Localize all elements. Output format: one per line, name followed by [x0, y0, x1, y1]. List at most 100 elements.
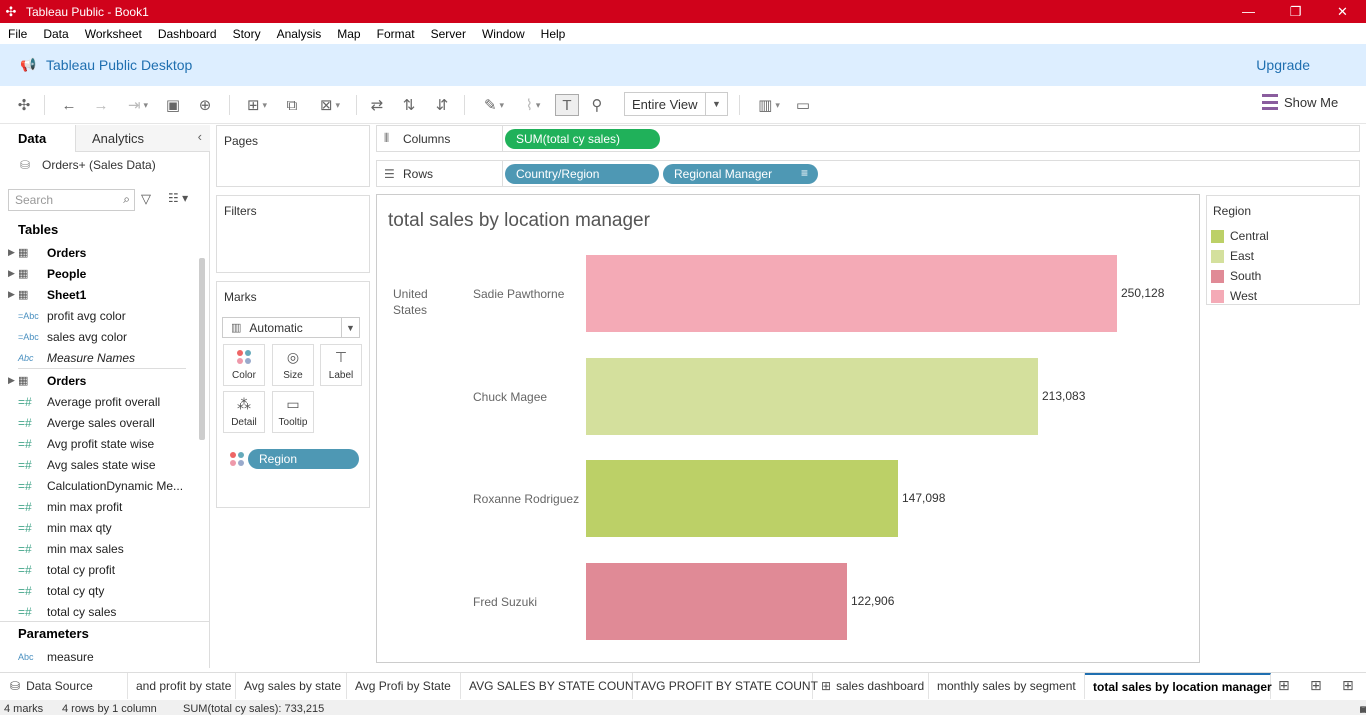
filters-card[interactable]: Filters: [216, 195, 370, 273]
field-measure[interactable]: =# CalculationDynamic Me...: [18, 475, 183, 496]
presentation-mode-icon[interactable]: ▭: [795, 97, 811, 114]
table-orders[interactable]: ▶ ▦ Orders: [8, 242, 86, 263]
save-icon[interactable]: ▣: [165, 97, 181, 114]
menu-data[interactable]: Data: [43, 26, 69, 41]
tableau-home-icon[interactable]: ✣: [17, 97, 31, 114]
sheet-tab[interactable]: and profit by state: [128, 673, 236, 699]
field-measure[interactable]: =# min max sales: [18, 538, 124, 559]
menu-server[interactable]: Server: [430, 26, 466, 41]
menu-help[interactable]: Help: [540, 26, 566, 41]
datasource-item[interactable]: ⛁ Orders+ (Sales Data): [20, 158, 156, 172]
label-button[interactable]: ⊤ Label: [320, 344, 362, 386]
legend-item-west[interactable]: West: [1211, 288, 1257, 304]
field-measure[interactable]: =# total cy sales: [18, 601, 116, 622]
first-page-icon[interactable]: ⏮: [1360, 704, 1366, 714]
fix-axes-icon[interactable]: ⚲: [591, 97, 603, 114]
search-input[interactable]: Search ⌕: [8, 189, 135, 211]
new-datasource-icon[interactable]: ⊕: [198, 97, 212, 114]
next-page-icon[interactable]: ▶: [1360, 704, 1366, 714]
worksheet-view[interactable]: total sales by location manager United S…: [376, 194, 1200, 663]
legend-item-south[interactable]: South: [1211, 268, 1261, 284]
swap-rows-columns-icon[interactable]: ⇄: [370, 97, 384, 114]
menu-window[interactable]: Window: [481, 26, 525, 41]
field-measure[interactable]: =# Avg sales state wise: [18, 454, 156, 475]
table-orders-measures[interactable]: ▶ ▦ Orders: [8, 370, 86, 391]
field-measure-names[interactable]: Abc Measure Names: [18, 347, 135, 368]
menu-map[interactable]: Map: [337, 26, 361, 41]
fit-dropdown[interactable]: Entire View ▼: [624, 92, 728, 116]
sheet-tab[interactable]: AVG SALES BY STATE COUNT: [461, 673, 641, 699]
field-sales-avg-color[interactable]: =Abc sales avg color: [18, 326, 127, 347]
rows-pill-country-region[interactable]: Country/Region: [505, 164, 659, 184]
chevron-down-icon[interactable]: ▼: [705, 93, 727, 115]
new-story-icon[interactable]: ⊞: [1342, 677, 1354, 693]
show-hide-cards-icon[interactable]: ▥: [751, 94, 787, 116]
sheet-tab[interactable]: monthly sales by segment: [929, 673, 1085, 699]
collapse-pane-icon[interactable]: ‹: [197, 129, 202, 144]
sheet-tab-active[interactable]: total sales by location manager: [1085, 673, 1272, 699]
new-worksheet-icon[interactable]: ⊞: [239, 94, 275, 116]
legend-item-central[interactable]: Central: [1211, 228, 1269, 244]
tooltip-button[interactable]: ▭ Tooltip: [272, 391, 314, 433]
legend-item-east[interactable]: East: [1211, 248, 1254, 264]
tab-data[interactable]: Data: [0, 125, 75, 152]
show-mark-labels-icon[interactable]: T: [555, 94, 579, 116]
rows-shelf[interactable]: ☰ Rows Country/Region Regional Manager ≡: [376, 160, 1360, 187]
menu-format[interactable]: Format: [376, 26, 415, 41]
menu-dashboard[interactable]: Dashboard: [157, 26, 217, 41]
clear-sheet-icon[interactable]: ⊠: [312, 94, 348, 116]
table-people[interactable]: ▶ ▦ People: [8, 263, 86, 284]
parameter-measure[interactable]: Abc measure: [18, 646, 94, 667]
close-button[interactable]: ✕: [1337, 3, 1348, 19]
rows-pill-regional-manager[interactable]: Regional Manager ≡: [663, 164, 818, 184]
restore-button[interactable]: ❐: [1289, 3, 1302, 19]
sheet-tab[interactable]: Avg sales by state: [236, 673, 347, 699]
expand-icon[interactable]: ▶: [8, 375, 15, 385]
sort-ascending-icon[interactable]: ⇅: [402, 97, 416, 114]
menu-analysis[interactable]: Analysis: [276, 26, 322, 41]
table-sheet1[interactable]: ▶ ▦ Sheet1: [8, 284, 86, 305]
tab-analytics[interactable]: Analytics ‹: [75, 125, 210, 152]
region-color-pill[interactable]: Region: [248, 449, 359, 469]
new-worksheet-icon[interactable]: ⊞: [1278, 677, 1290, 693]
sheet-tab[interactable]: AVG PROFIT BY STATE COUNT: [633, 673, 818, 699]
chevron-down-icon[interactable]: ▼: [341, 318, 359, 337]
scrollbar[interactable]: [199, 258, 205, 440]
color-button[interactable]: Color: [223, 344, 265, 386]
show-me-button[interactable]: Show Me: [1262, 94, 1338, 110]
mark-type-dropdown[interactable]: ▥ Automatic ▼: [222, 317, 360, 338]
field-measure[interactable]: =# min max profit: [18, 496, 122, 517]
undo-icon[interactable]: ←: [61, 96, 77, 114]
columns-shelf[interactable]: ⫴ Columns SUM(total cy sales): [376, 125, 1360, 152]
expand-icon[interactable]: ▶: [8, 268, 15, 278]
sheet-tab[interactable]: Avg Profi by State: [347, 673, 461, 699]
menu-worksheet[interactable]: Worksheet: [84, 26, 142, 41]
menu-story[interactable]: Story: [232, 26, 261, 41]
prev-page-icon[interactable]: ◀: [1360, 704, 1366, 714]
bar-mark[interactable]: [586, 255, 1117, 332]
duplicate-sheet-icon[interactable]: ⧉: [286, 96, 298, 114]
bar-mark[interactable]: [586, 460, 898, 538]
upgrade-link[interactable]: Upgrade: [1256, 57, 1310, 73]
dashboard-tab[interactable]: ⊞ sales dashboard: [813, 673, 929, 699]
bar-mark[interactable]: [586, 563, 847, 641]
grid-view-icon[interactable]: ▦: [1360, 704, 1366, 714]
field-measure[interactable]: =# min max qty: [18, 517, 112, 538]
columns-pill-sum-total-cy-sales[interactable]: SUM(total cy sales): [505, 129, 660, 149]
filter-icon[interactable]: ▽: [141, 191, 151, 206]
tab-view-icon[interactable]: ▭: [1360, 704, 1366, 714]
field-profit-avg-color[interactable]: =Abc profit avg color: [18, 305, 126, 326]
expand-icon[interactable]: ▶: [8, 247, 15, 257]
new-dashboard-icon[interactable]: ⊞: [1310, 677, 1322, 693]
field-measure[interactable]: =# Avg profit state wise: [18, 433, 154, 454]
filmstrip-view-icon[interactable]: ▬: [1360, 704, 1366, 714]
field-measure[interactable]: =# total cy profit: [18, 559, 115, 580]
detail-button[interactable]: ⁂ Detail: [223, 391, 265, 433]
size-button[interactable]: ◎ Size: [272, 344, 314, 386]
tab-data-source[interactable]: ⛁ Data Source: [0, 673, 128, 699]
field-measure[interactable]: =# total cy qty: [18, 580, 104, 601]
expand-icon[interactable]: ▶: [8, 289, 15, 299]
highlight-icon[interactable]: ✎: [477, 94, 511, 116]
view-options-icon[interactable]: ☷ ▾: [168, 191, 189, 205]
minimize-button[interactable]: —: [1242, 4, 1255, 19]
